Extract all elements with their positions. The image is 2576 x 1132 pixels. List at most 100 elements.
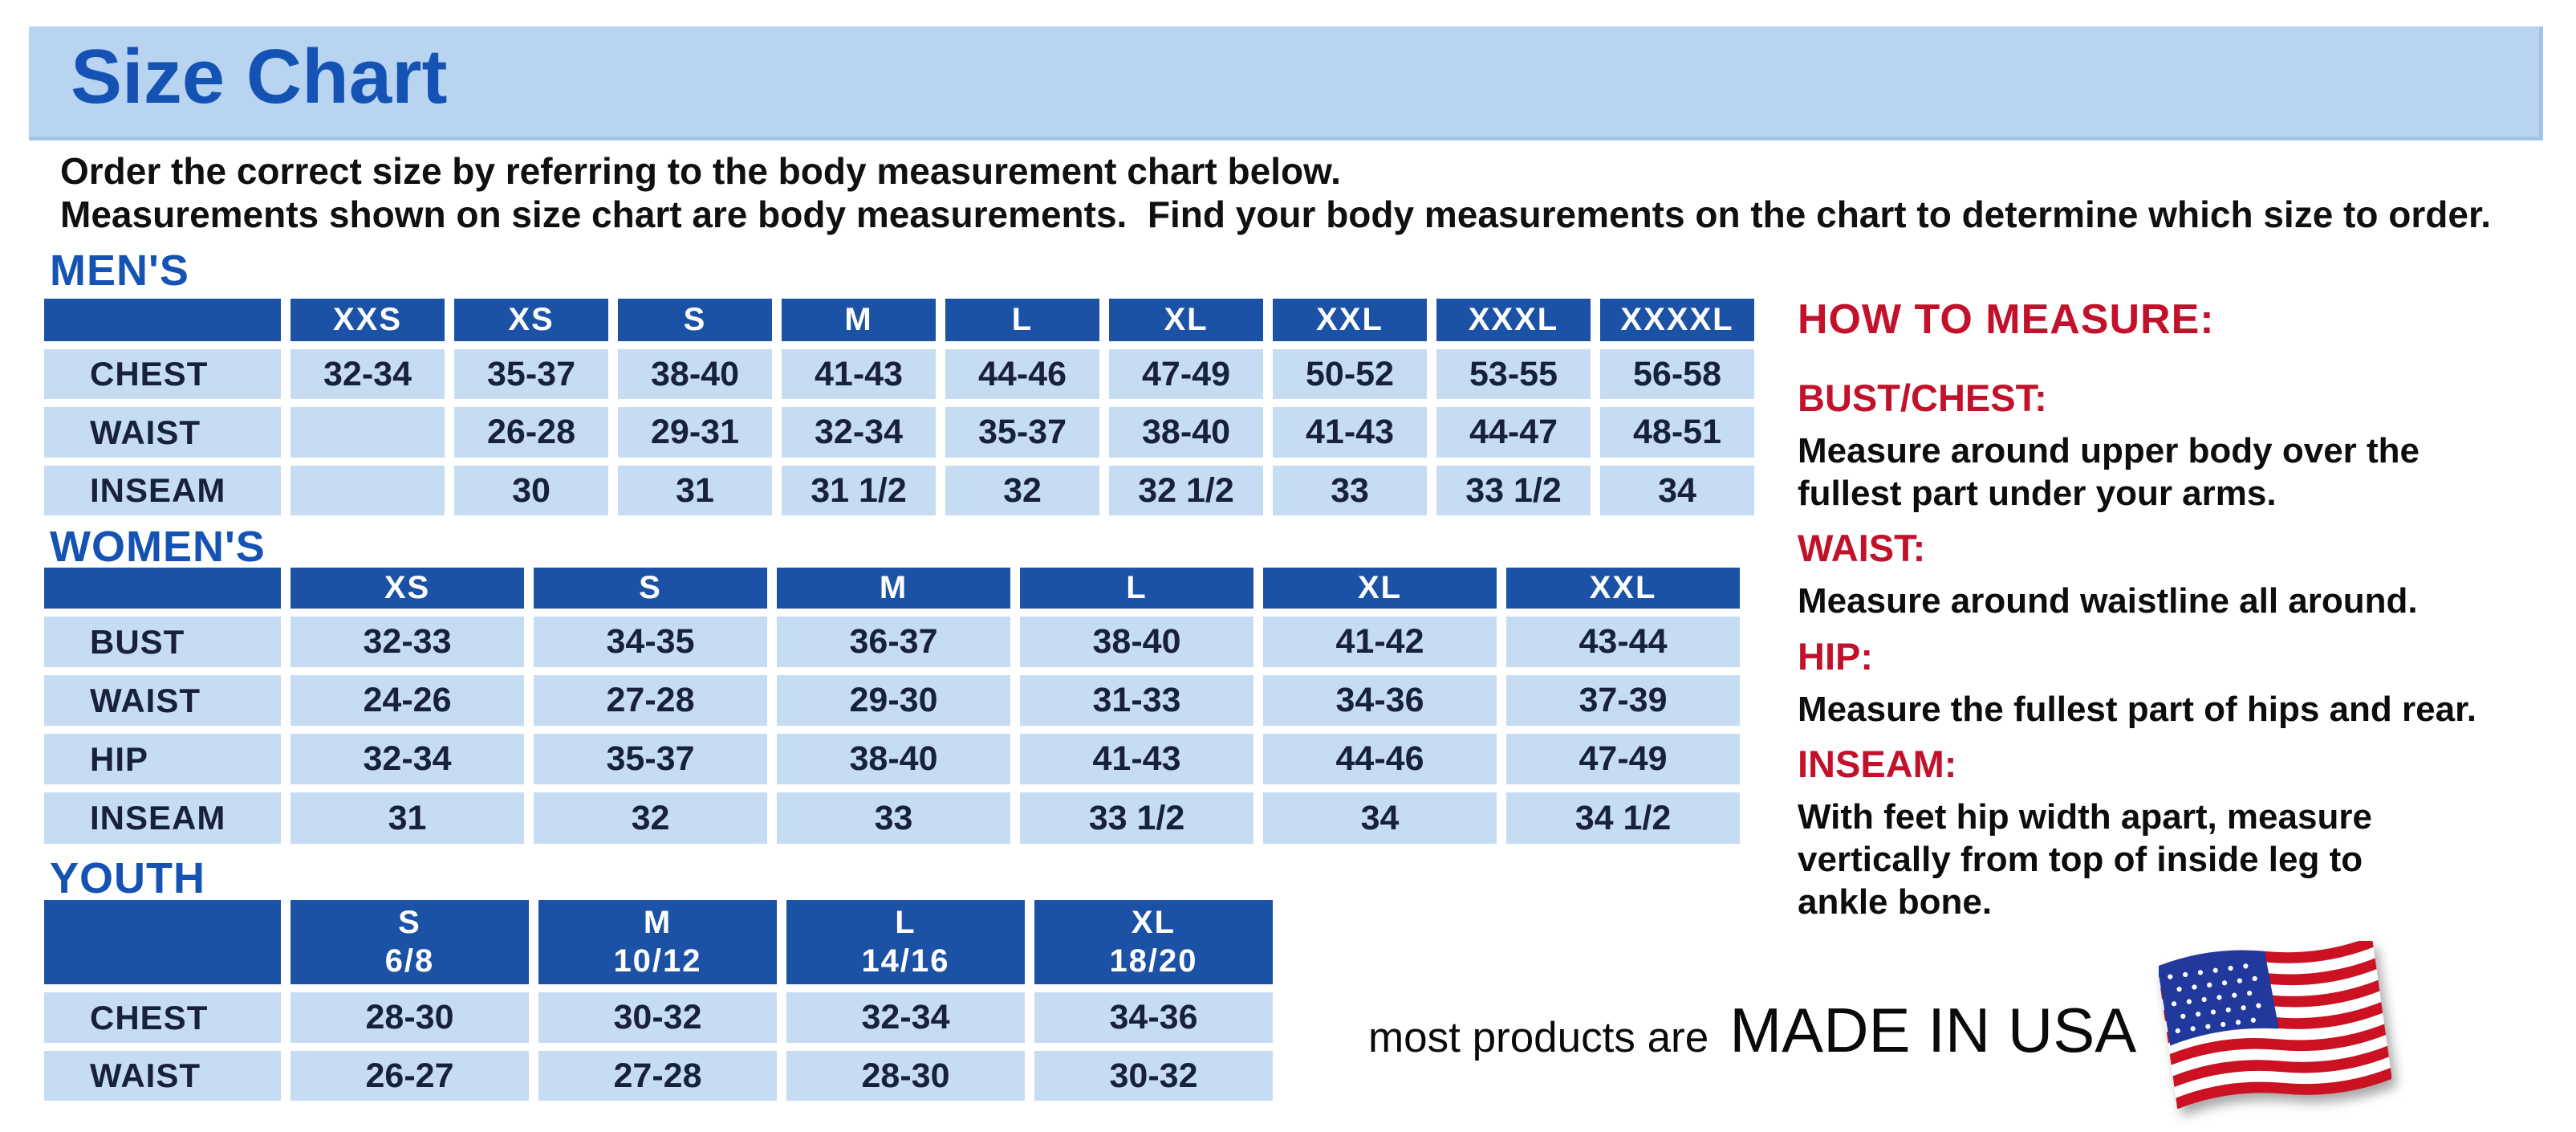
value-cell: 33 1/2 — [1436, 466, 1591, 515]
value-cell: 30 — [454, 466, 608, 515]
mens-heading: MEN'S — [50, 246, 189, 295]
value-cell: 33 — [777, 792, 1010, 844]
row-label-cell: CHEST — [44, 992, 281, 1043]
column-header-cell: S — [534, 568, 767, 609]
column-header-cell: XL — [1263, 568, 1497, 609]
youth-heading: YOUTH — [50, 854, 205, 902]
table-corner-cell — [44, 299, 281, 341]
value-cell: 28-30 — [786, 1051, 1025, 1101]
value-cell: 34 1/2 — [1506, 792, 1740, 844]
value-cell: 56-58 — [1600, 349, 1754, 399]
value-cell: 35-37 — [454, 349, 608, 399]
value-cell: 32 — [945, 466, 1099, 515]
value-cell: 44-47 — [1436, 407, 1591, 458]
value-cell: 44-46 — [1263, 734, 1497, 784]
value-cell — [291, 466, 445, 515]
value-cell: 32-34 — [786, 992, 1025, 1043]
row-label-cell: INSEAM — [44, 466, 281, 515]
value-cell: 29-30 — [777, 675, 1010, 726]
row-label-cell: HIP — [44, 734, 281, 784]
value-cell: 31 1/2 — [782, 466, 936, 515]
inseam-text: With feet hip width apart, measure verti… — [1798, 796, 2372, 922]
value-cell: 26-27 — [291, 1051, 529, 1101]
value-cell: 34-36 — [1263, 675, 1497, 726]
value-cell: 34-36 — [1034, 992, 1273, 1043]
table-corner-cell — [44, 568, 281, 609]
womens-size-table: XS S M L XL XXL BUST 32-33 34-35 36-37 38-40 41-42 4… — [44, 568, 1740, 844]
value-cell: 41-43 — [1273, 407, 1427, 458]
value-cell: 34 — [1600, 466, 1754, 515]
column-header-cell: XS — [454, 299, 608, 341]
value-cell: 38-40 — [1020, 617, 1253, 667]
column-header-cell: L 14/16 — [786, 900, 1025, 984]
inseam-label: INSEAM: — [1798, 742, 1957, 785]
bust-chest-label: BUST/CHEST: — [1798, 377, 2047, 419]
footer-prefix-text: most products are — [1368, 1014, 1709, 1061]
value-cell: 38-40 — [777, 734, 1010, 784]
column-header-cell: XXXL — [1436, 299, 1591, 341]
value-cell: 47-49 — [1109, 349, 1263, 399]
column-header-cell: XXXXL — [1600, 299, 1754, 341]
row-label-cell: WAIST — [44, 675, 281, 726]
value-cell: 36-37 — [777, 617, 1010, 667]
hip-label: HIP: — [1798, 634, 1873, 678]
column-header-cell: XL 18/20 — [1034, 900, 1273, 984]
column-header-cell: S 6/8 — [291, 900, 529, 984]
waist-text: Measure around waistline all around. — [1798, 581, 2418, 621]
value-cell: 35-37 — [534, 734, 767, 784]
column-header-cell: L — [945, 299, 1099, 341]
column-header-cell: S — [618, 299, 772, 341]
value-cell: 29-31 — [618, 407, 772, 458]
value-cell: 32-34 — [291, 734, 524, 784]
value-cell: 32-34 — [291, 349, 445, 399]
value-cell: 44-46 — [945, 349, 1099, 399]
value-cell: 50-52 — [1273, 349, 1427, 399]
womens-heading: WOMEN'S — [50, 523, 266, 571]
value-cell: 26-28 — [454, 407, 608, 458]
value-cell: 33 — [1273, 466, 1427, 515]
us-flag-icon — [2159, 941, 2391, 1110]
mens-size-table: XXS XS S M L XL XXL XXXL XXXXL CHEST 32-34 35-37 38-… — [44, 299, 1754, 515]
value-cell: 41-43 — [1020, 734, 1253, 784]
column-header-cell: M 10/12 — [538, 900, 777, 984]
value-cell: 28-30 — [291, 992, 529, 1043]
value-cell: 47-49 — [1506, 734, 1740, 784]
column-header-cell: XL — [1109, 299, 1263, 341]
table-corner-cell — [44, 900, 281, 984]
row-label-cell: WAIST — [44, 407, 281, 458]
how-to-measure-heading: HOW TO MEASURE: — [1798, 296, 2215, 343]
column-header-cell: L — [1020, 568, 1253, 609]
intro-line-1: Order the correct size by referring to t… — [60, 150, 1341, 192]
youth-size-table: S 6/8 M 10/12 L 14/16 XL 18/20 CHEST 28-30 30-… — [44, 900, 1273, 1101]
value-cell: 32-33 — [291, 617, 524, 667]
value-cell: 32 — [534, 792, 767, 844]
value-cell: 31 — [291, 792, 524, 844]
row-label-cell: BUST — [44, 617, 281, 667]
value-cell: 27-28 — [534, 675, 767, 726]
value-cell: 32-34 — [782, 407, 936, 458]
made-in-usa-text: MADE IN USA — [1729, 995, 2137, 1065]
made-in-usa-footer: most products are MADE IN USA — [1368, 994, 2136, 1067]
value-cell: 43-44 — [1506, 617, 1740, 667]
value-cell: 31 — [618, 466, 772, 515]
value-cell: 27-28 — [538, 1051, 777, 1101]
column-header-cell: M — [782, 299, 936, 341]
value-cell: 30-32 — [1034, 1051, 1273, 1101]
value-cell: 31-33 — [1020, 675, 1253, 726]
column-header-cell: M — [777, 568, 1010, 609]
value-cell: 34 — [1263, 792, 1497, 844]
value-cell: 24-26 — [291, 675, 524, 726]
how-to-measure-panel: HOW TO MEASURE: BUST/CHEST: Measure arou… — [1798, 295, 2552, 924]
column-header-cell: XXL — [1273, 299, 1427, 341]
header-banner: Size Chart — [29, 26, 2543, 140]
column-header-cell: XXS — [291, 299, 445, 341]
value-cell: 48-51 — [1600, 407, 1754, 458]
value-cell: 35-37 — [945, 407, 1099, 458]
column-header-cell: XXL — [1506, 568, 1740, 609]
value-cell: 38-40 — [1109, 407, 1263, 458]
row-label-cell: INSEAM — [44, 792, 281, 844]
value-cell: 41-42 — [1263, 617, 1497, 667]
row-label-cell: WAIST — [44, 1051, 281, 1101]
value-cell: 33 1/2 — [1020, 792, 1253, 844]
value-cell — [291, 407, 445, 458]
